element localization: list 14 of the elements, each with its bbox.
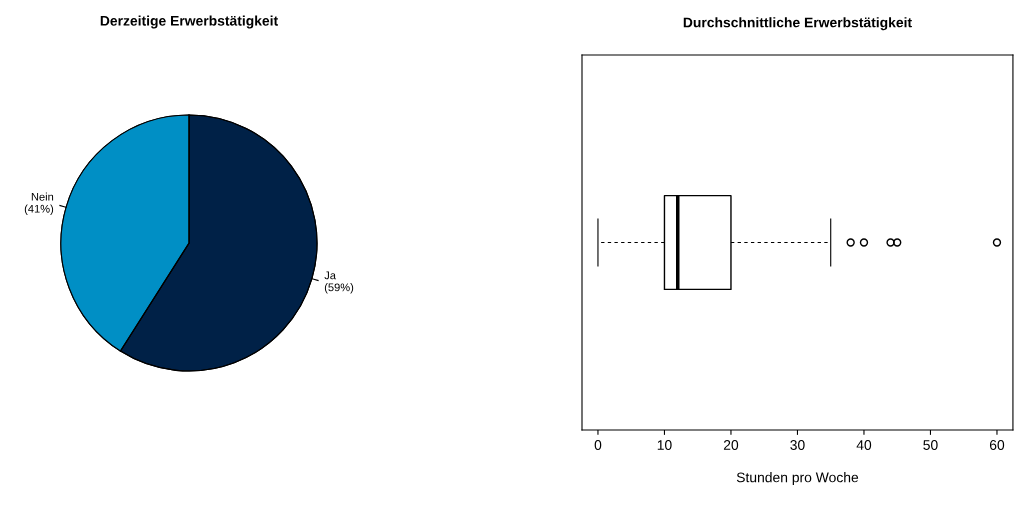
- x-tick-label: 50: [923, 440, 938, 450]
- data-label: (41%): [24, 204, 54, 215]
- data-label: (59%): [324, 283, 354, 294]
- slice-label: Ja: [324, 271, 336, 280]
- x-tick-label: 60: [989, 440, 1005, 450]
- chart-title: Durchschnittliche Erwerbstätigkeit: [683, 17, 912, 31]
- x-tick-label: 10: [657, 440, 672, 450]
- x-axis-title: Stunden pro Woche: [736, 472, 859, 486]
- x-tick-label: 40: [856, 440, 872, 450]
- x-tick-label: 0: [594, 440, 602, 450]
- x-tick-label: 20: [723, 440, 739, 450]
- slice-label: Nein: [31, 192, 54, 201]
- x-tick-label: 30: [790, 440, 805, 450]
- chart-title: Derzeitige Erwerbstätigkeit: [100, 15, 278, 29]
